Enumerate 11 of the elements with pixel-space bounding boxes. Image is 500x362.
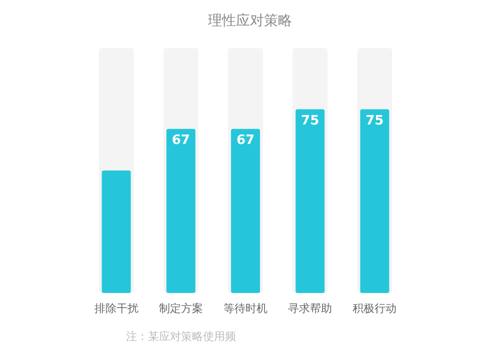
x-tick-label: 排除干扰: [94, 302, 138, 315]
x-tick-label: 寻求帮助: [288, 302, 332, 315]
chart-title: 理性应对策略: [208, 13, 292, 29]
text: 注：某应对策略使用频: [126, 330, 236, 343]
x-tick-label: 等待时机: [224, 302, 268, 315]
x-tick-label: 制定方案: [158, 302, 203, 315]
data-label: 75: [301, 113, 320, 128]
x-tick-label: 积极行动: [352, 302, 397, 315]
data-label: 67: [172, 132, 190, 148]
data-label: 67: [236, 132, 255, 148]
data-label: 75: [366, 113, 384, 128]
